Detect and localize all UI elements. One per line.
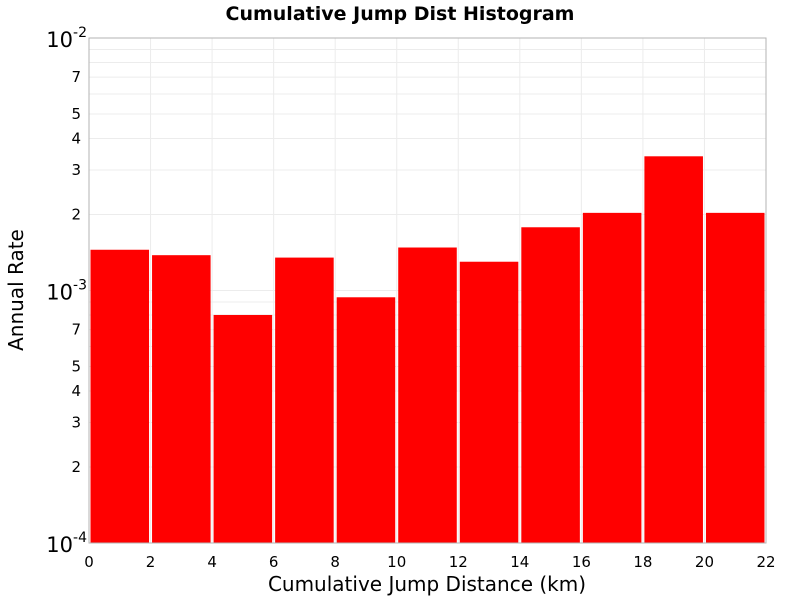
x-tick-labels: 0 2 4 6 8 10 12 14 16 18 20 22 bbox=[84, 553, 775, 571]
x-tick-label: 8 bbox=[330, 553, 340, 571]
histogram-bar bbox=[705, 212, 765, 544]
chart-title: Cumulative Jump Dist Histogram bbox=[226, 3, 575, 25]
x-axis-label: Cumulative Jump Distance (km) bbox=[268, 572, 586, 596]
histogram-bar bbox=[582, 212, 642, 544]
histogram-bar bbox=[521, 227, 580, 543]
tick-exponent: -4 bbox=[73, 530, 87, 546]
y-tick-labels: 2 3 4 5 7 2 3 4 5 7 10-4 10-3 10-2 bbox=[46, 25, 87, 557]
y-minor-tick-label: 5 bbox=[71, 105, 81, 123]
y-major-tick-label: 10-3 bbox=[46, 278, 87, 305]
y-axis-label: Annual Rate bbox=[4, 229, 28, 351]
y-minor-tick-label: 5 bbox=[71, 358, 81, 376]
x-tick-label: 18 bbox=[633, 553, 652, 571]
y-major-tick-label: 10-4 bbox=[46, 530, 87, 557]
x-tick-label: 2 bbox=[146, 553, 156, 571]
y-minor-tick-label: 3 bbox=[71, 414, 81, 432]
x-tick-label: 6 bbox=[269, 553, 279, 571]
y-minor-tick-label: 7 bbox=[71, 321, 81, 339]
plot-frame bbox=[88, 37, 767, 544]
tick-exponent: -2 bbox=[73, 25, 87, 41]
y-minor-tick-label: 7 bbox=[71, 68, 81, 86]
y-minor-tick-label: 2 bbox=[71, 458, 81, 476]
histogram-bar bbox=[459, 261, 519, 543]
x-tick-label: 0 bbox=[84, 553, 94, 571]
x-tick-label: 4 bbox=[207, 553, 217, 571]
histogram-bar bbox=[644, 156, 703, 543]
x-tick-label: 14 bbox=[510, 553, 529, 571]
histogram-bar bbox=[152, 255, 211, 543]
x-tick-label: 10 bbox=[387, 553, 406, 571]
histogram-bar bbox=[213, 314, 273, 543]
y-minor-tick-label: 4 bbox=[71, 129, 81, 147]
histogram-bar bbox=[90, 249, 150, 543]
y-minor-tick-label: 2 bbox=[71, 205, 81, 223]
y-minor-tick-label: 4 bbox=[71, 382, 81, 400]
tick-exponent: -3 bbox=[73, 278, 87, 294]
y-major-tick-label: 10-2 bbox=[46, 25, 87, 52]
x-tick-label: 16 bbox=[572, 553, 591, 571]
histogram-bar bbox=[336, 297, 396, 543]
x-tick-label: 22 bbox=[756, 553, 775, 571]
x-tick-label: 12 bbox=[449, 553, 468, 571]
x-tick-label: 20 bbox=[695, 553, 714, 571]
histogram-bar bbox=[398, 247, 457, 543]
y-minor-tick-label: 3 bbox=[71, 161, 81, 179]
bars bbox=[90, 156, 765, 544]
histogram-bar bbox=[275, 257, 334, 543]
